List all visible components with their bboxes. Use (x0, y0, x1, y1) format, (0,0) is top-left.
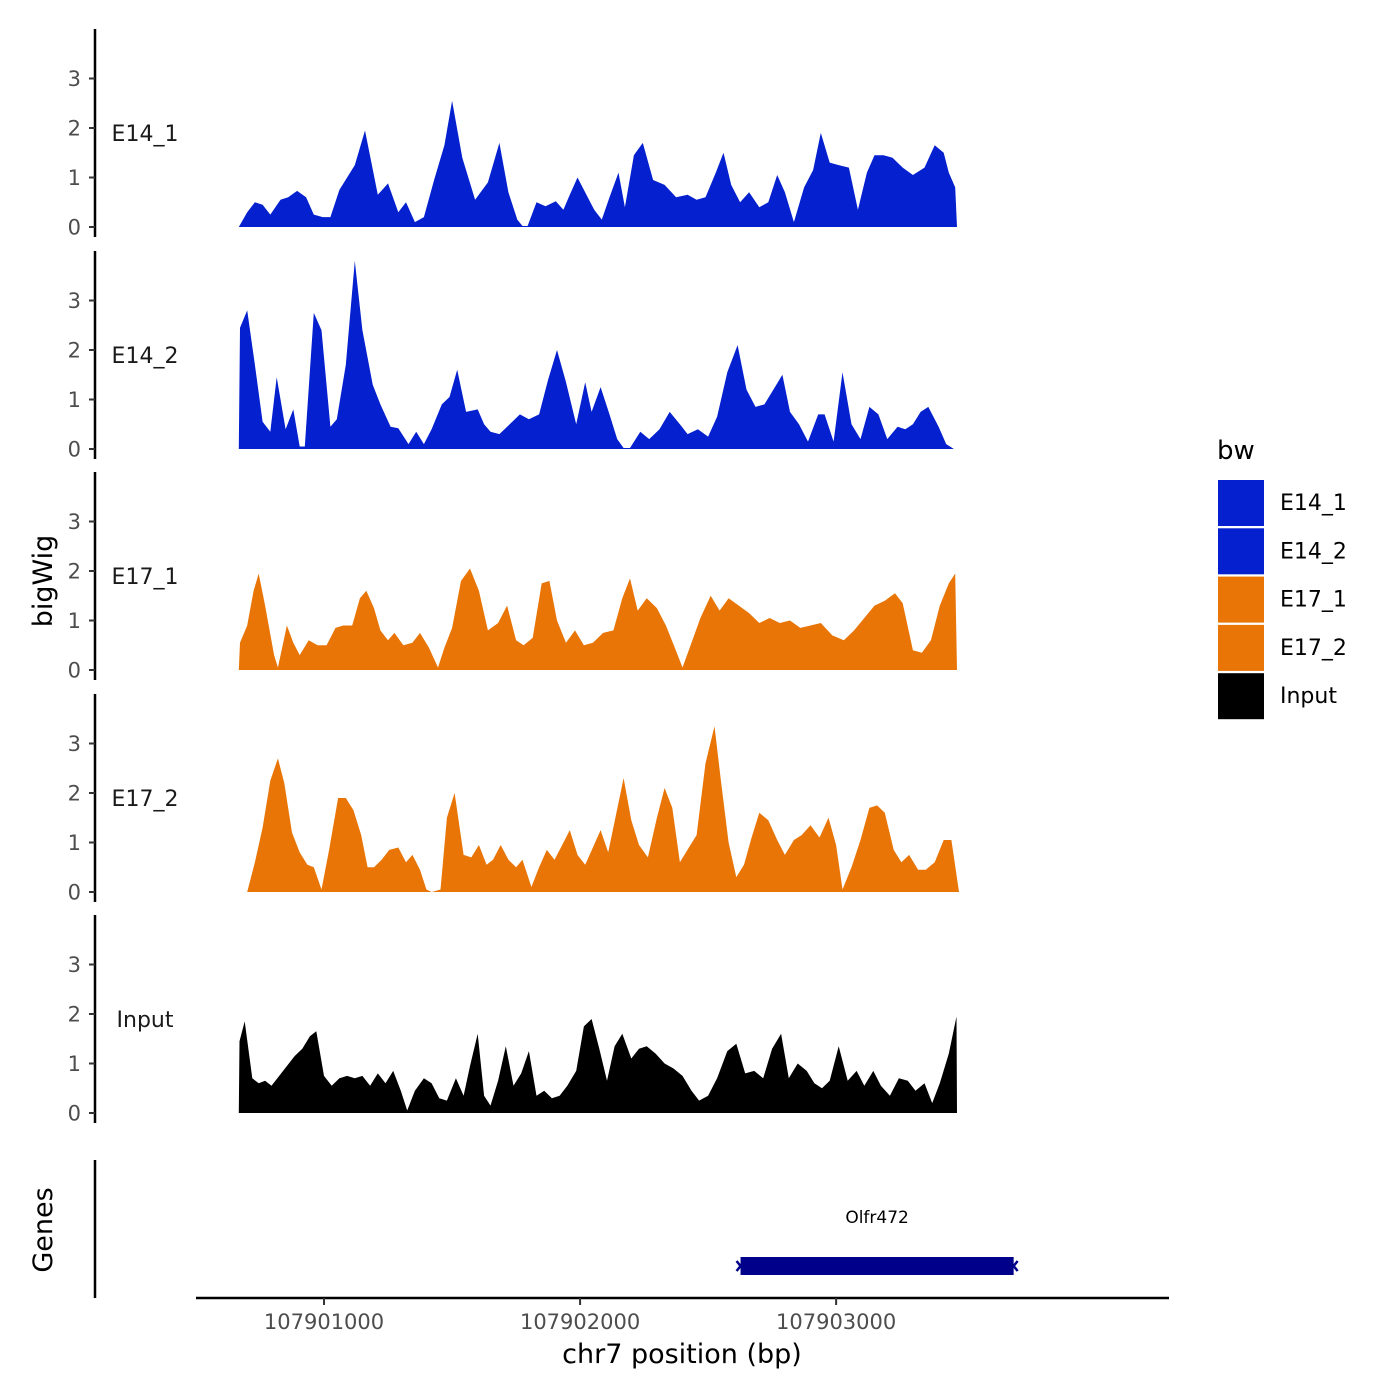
y-axis-title: bigWig (28, 535, 59, 628)
legend-label: E17_1 (1280, 588, 1347, 613)
genes-axis-title: Genes (28, 1187, 59, 1272)
x-tick-label: 107902000 (520, 1310, 640, 1334)
y-tick-label: 2 (68, 339, 81, 363)
x-axis-title: chr7 position (bp) (562, 1339, 802, 1370)
y-tick-label: 0 (68, 659, 81, 683)
track-e14-2: 0 1 2 3 E14_2 (68, 251, 954, 462)
y-tick-label: 1 (68, 609, 81, 633)
legend-label: Input (1280, 684, 1337, 709)
legend-key-e17-1 (1218, 576, 1264, 623)
track-label: E17_2 (112, 787, 179, 812)
legend-key-e14-1 (1218, 480, 1264, 526)
track-e17-1: 0 1 2 3 E17_1 (68, 472, 958, 683)
gene-body (740, 1257, 1014, 1275)
legend-key-input (1218, 673, 1264, 720)
signal-area-e17-2 (247, 726, 959, 892)
signal-area-e17-1 (238, 568, 958, 670)
x-axis: 107901000 107902000 107903000 (196, 1296, 1169, 1334)
legend-title: bw (1217, 436, 1255, 466)
y-tick-label: 1 (68, 388, 81, 412)
legend-key-e14-2 (1218, 528, 1264, 575)
gene-strand-marker-end (1008, 1260, 1019, 1272)
track-e14-1: 0 1 2 3 E14_1 (68, 29, 958, 240)
legend: bw E14_1 E14_2 E17_1 E17_2 Input (1217, 436, 1347, 720)
x-tick-label: 107901000 (264, 1310, 384, 1334)
track-label: Input (117, 1008, 174, 1033)
y-tick-label: 0 (68, 216, 81, 240)
y-tick-label: 3 (68, 289, 81, 313)
x-tick-label: 107903000 (776, 1310, 896, 1334)
y-tick-label: 3 (68, 732, 81, 756)
legend-label: E14_2 (1280, 539, 1347, 564)
y-tick-label: 1 (68, 831, 81, 855)
legend-key-e17-2 (1218, 624, 1264, 671)
legend-label: E14_1 (1280, 491, 1347, 516)
y-tick-label: 0 (68, 438, 81, 462)
genes-panel: Olfr472 (93, 1160, 1019, 1298)
y-tick-label: 0 (68, 881, 81, 905)
track-label: E14_1 (112, 122, 179, 147)
signal-area-e14-1 (238, 100, 958, 227)
gene-label: Olfr472 (845, 1208, 909, 1228)
y-tick-label: 2 (68, 560, 81, 584)
track-label: E14_2 (112, 344, 179, 369)
track-e17-2: 0 1 2 3 E17_2 (68, 694, 959, 905)
y-tick-label: 0 (68, 1102, 81, 1126)
y-tick-label: 3 (68, 67, 81, 91)
signal-tracks: 0 1 2 3 E14_1 0 1 2 3 E14_2 0 1 2 3 E17_1 0 1 2 3 E17_2 0 1 2 3… (68, 29, 959, 1126)
y-tick-label: 1 (68, 166, 81, 190)
signal-area-e14-2 (238, 260, 954, 449)
legend-label: E17_2 (1280, 636, 1347, 661)
y-tick-label: 2 (68, 782, 81, 806)
y-tick-label: 3 (68, 510, 81, 534)
y-tick-label: 2 (68, 1003, 81, 1027)
signal-area-input (238, 1016, 958, 1113)
y-tick-label: 1 (68, 1052, 81, 1076)
y-tick-label: 3 (68, 953, 81, 977)
y-tick-label: 2 (68, 117, 81, 141)
gene-strand-marker-start (735, 1260, 746, 1272)
track-label: E17_1 (112, 565, 179, 590)
track-input: 0 1 2 3 Input (68, 915, 958, 1126)
